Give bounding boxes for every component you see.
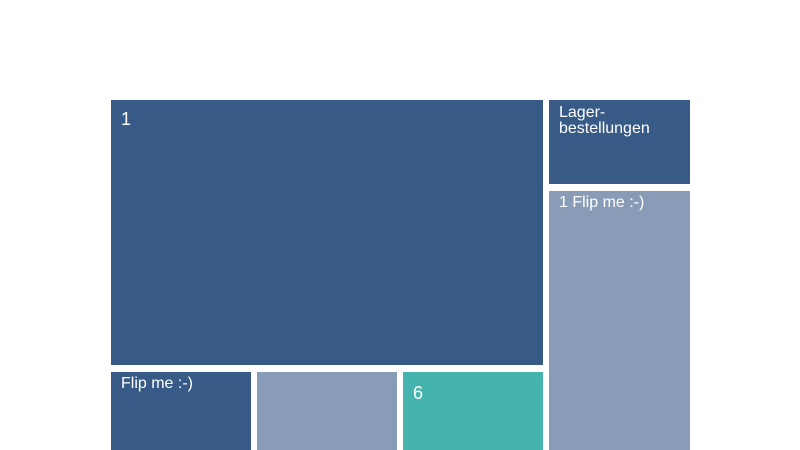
tile-main-label: 1 [121, 109, 132, 129]
tile-flip-right[interactable]: 1 Flip me :-) [549, 191, 690, 450]
tile-empty[interactable] [257, 372, 397, 450]
tile-flip-bottom-label: Flip me :-) [121, 375, 193, 392]
tile-flip-right-label: 1 Flip me :-) [559, 194, 645, 211]
tile-lagerbestellungen-label: Lager- bestellungen [559, 104, 650, 137]
tile-main[interactable]: 1 [111, 100, 543, 365]
tile-lagerbestellungen[interactable]: Lager- bestellungen [549, 100, 690, 184]
tile-six[interactable]: 6 [403, 372, 543, 450]
tile-flip-bottom[interactable]: Flip me :-) [111, 372, 251, 450]
tile-six-label: 6 [413, 383, 424, 403]
